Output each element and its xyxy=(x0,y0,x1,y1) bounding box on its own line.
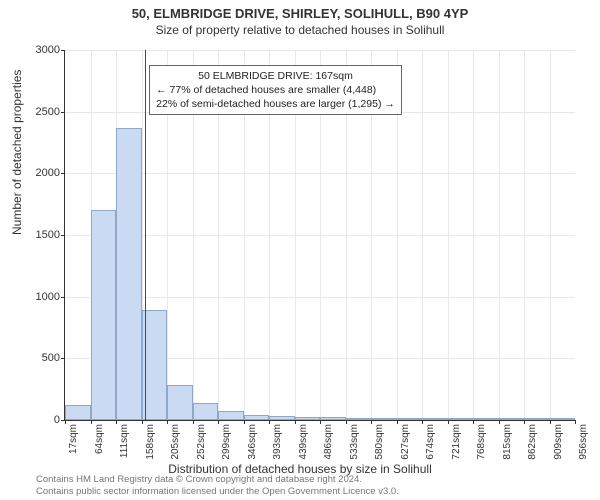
histogram-bar xyxy=(371,418,397,420)
histogram-bar xyxy=(269,416,295,420)
xtick-mark xyxy=(269,420,270,424)
xtick-mark xyxy=(91,420,92,424)
ytick-mark xyxy=(61,173,65,174)
xtick-label: 956sqm xyxy=(578,424,589,460)
chart-plot-area: 17sqm64sqm111sqm158sqm205sqm252sqm299sqm… xyxy=(64,50,575,421)
ytick-label: 1000 xyxy=(20,291,60,303)
xtick-mark xyxy=(116,420,117,424)
xtick-mark xyxy=(218,420,219,424)
reference-line xyxy=(145,50,147,420)
xtick-mark xyxy=(448,420,449,424)
ytick-mark xyxy=(61,235,65,236)
xtick-label: 17sqm xyxy=(68,424,79,454)
xtick-label: 533sqm xyxy=(349,424,360,460)
footer-line-2: Contains public sector information licen… xyxy=(36,486,399,498)
ytick-label: 0 xyxy=(20,414,60,426)
gridline-v xyxy=(550,50,551,420)
xtick-label: 721sqm xyxy=(451,424,462,460)
histogram-bar xyxy=(320,417,346,420)
xtick-mark xyxy=(371,420,372,424)
gridline-v xyxy=(448,50,449,420)
gridline-v xyxy=(422,50,423,420)
xtick-label: 674sqm xyxy=(425,424,436,460)
gridline-v xyxy=(499,50,500,420)
ytick-mark xyxy=(61,358,65,359)
xtick-mark xyxy=(193,420,194,424)
xtick-label: 909sqm xyxy=(553,424,564,460)
chart-title-sub: Size of property relative to detached ho… xyxy=(0,23,600,37)
ytick-mark xyxy=(61,50,65,51)
xtick-mark xyxy=(499,420,500,424)
histogram-bar xyxy=(473,418,499,420)
histogram-bar xyxy=(499,418,525,420)
histogram-bar xyxy=(116,128,142,420)
histogram-bar xyxy=(346,418,372,420)
xtick-mark xyxy=(167,420,168,424)
histogram-bar xyxy=(295,417,321,420)
xtick-label: 862sqm xyxy=(527,424,538,460)
ytick-label: 2000 xyxy=(20,167,60,179)
annotation-line2: ← 77% of detached houses are smaller (4,… xyxy=(156,83,395,97)
xtick-mark xyxy=(473,420,474,424)
xtick-mark xyxy=(320,420,321,424)
chart-title-block: 50, ELMBRIDGE DRIVE, SHIRLEY, SOLIHULL, … xyxy=(0,0,600,37)
ytick-label: 2500 xyxy=(20,106,60,118)
xtick-label: 439sqm xyxy=(298,424,309,460)
xtick-label: 815sqm xyxy=(502,424,513,460)
xtick-mark xyxy=(142,420,143,424)
ytick-label: 500 xyxy=(20,352,60,364)
ytick-mark xyxy=(61,297,65,298)
xtick-mark xyxy=(575,420,576,424)
xtick-label: 393sqm xyxy=(272,424,283,460)
xtick-mark xyxy=(65,420,66,424)
footer-attribution: Contains HM Land Registry data © Crown c… xyxy=(36,474,399,498)
xtick-mark xyxy=(524,420,525,424)
histogram-bar xyxy=(524,418,550,420)
xtick-mark xyxy=(346,420,347,424)
histogram-bar xyxy=(91,210,117,420)
ytick-label: 1500 xyxy=(20,229,60,241)
ytick-mark xyxy=(61,112,65,113)
xtick-label: 299sqm xyxy=(221,424,232,460)
xtick-label: 252sqm xyxy=(196,424,207,460)
xtick-label: 580sqm xyxy=(374,424,385,460)
histogram-bar xyxy=(65,405,91,420)
histogram-bar xyxy=(244,415,270,420)
chart-title-main: 50, ELMBRIDGE DRIVE, SHIRLEY, SOLIHULL, … xyxy=(0,6,600,21)
xtick-label: 627sqm xyxy=(400,424,411,460)
xtick-label: 111sqm xyxy=(119,424,130,458)
histogram-bar xyxy=(397,418,423,420)
ytick-label: 3000 xyxy=(20,44,60,56)
histogram-bar xyxy=(550,418,576,420)
xtick-label: 486sqm xyxy=(323,424,334,460)
xtick-mark xyxy=(397,420,398,424)
xtick-mark xyxy=(550,420,551,424)
histogram-bar xyxy=(448,418,474,420)
histogram-bar xyxy=(167,385,193,420)
annotation-box: 50 ELMBRIDGE DRIVE: 167sqm← 77% of detac… xyxy=(149,65,402,116)
annotation-line3: 22% of semi-detached houses are larger (… xyxy=(156,97,395,111)
xtick-label: 768sqm xyxy=(476,424,487,460)
gridline-v xyxy=(524,50,525,420)
xtick-mark xyxy=(244,420,245,424)
gridline-v xyxy=(473,50,474,420)
xtick-mark xyxy=(295,420,296,424)
y-axis-label: Number of detached properties xyxy=(10,70,24,235)
xtick-mark xyxy=(422,420,423,424)
histogram-bar xyxy=(422,418,448,420)
xtick-label: 64sqm xyxy=(94,424,105,454)
footer-line-1: Contains HM Land Registry data © Crown c… xyxy=(36,474,399,486)
annotation-line1: 50 ELMBRIDGE DRIVE: 167sqm xyxy=(156,69,395,83)
xtick-label: 158sqm xyxy=(145,424,156,460)
xtick-label: 346sqm xyxy=(247,424,258,460)
histogram-bar xyxy=(218,411,244,420)
histogram-bar xyxy=(193,403,219,420)
xtick-label: 205sqm xyxy=(170,424,181,460)
